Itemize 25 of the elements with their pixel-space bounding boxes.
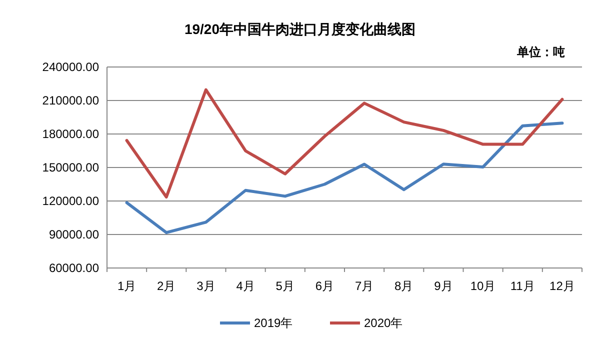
y-tick-label: 210000.00 (42, 94, 100, 108)
text: 单位：吨 (516, 45, 565, 59)
y-tick-label: 60000.00 (48, 261, 100, 275)
y-tick-label: 150000.00 (42, 160, 100, 174)
legend-label: 2020年 (364, 316, 403, 330)
line-series (125, 122, 564, 234)
x-tick-label: 5月 (276, 279, 294, 293)
y-tick-label: 240000.00 (42, 60, 100, 74)
y-tick-label: 180000.00 (42, 127, 100, 141)
x-tick-label: 11月 (510, 279, 535, 293)
line-series (125, 88, 564, 198)
legend-label: 2019年 (254, 316, 293, 330)
x-tick-label: 7月 (354, 279, 374, 293)
x-tick-label: 6月 (315, 279, 334, 293)
x-tick-label: 2月 (157, 279, 176, 293)
x-tick-label: 12月 (550, 279, 575, 293)
x-tick-label: 10月 (470, 279, 496, 293)
x-tick-label: 9月 (434, 279, 453, 293)
y-tick-label: 90000.00 (48, 228, 100, 242)
x-tick-label: 3月 (196, 279, 216, 293)
x-tick-label: 1月 (117, 279, 136, 293)
x-tick-label: 4月 (236, 279, 255, 293)
x-tick-label: 8月 (394, 279, 414, 293)
chart-title: 19/20年中国牛肉进口月度变化曲线图 (184, 21, 416, 37)
y-tick-label: 120000.00 (42, 194, 100, 208)
